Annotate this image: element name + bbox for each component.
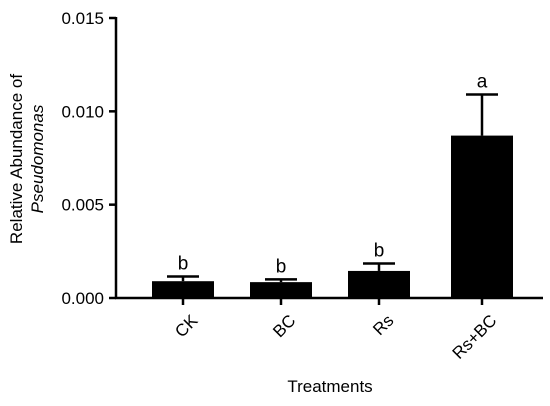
y-axis-title-line1: Relative Abundance of — [7, 74, 26, 244]
y-ticks-layer: 0.000 0.005 0.010 0.015 — [61, 9, 116, 308]
bar-0 — [152, 281, 214, 298]
x-tick-label-3: Rs+BC — [449, 311, 501, 363]
axes-layer — [114, 17, 543, 300]
error-bars-layer — [167, 93, 498, 283]
x-tick-label-0: CK — [171, 311, 202, 342]
significance-label-3: a — [477, 72, 488, 93]
bar-3 — [451, 135, 513, 298]
bars-layer — [152, 135, 513, 298]
bar-2 — [348, 270, 410, 298]
x-ticks-layer: CK BC Rs Rs+BC — [171, 298, 500, 363]
x-axis-title: Treatments — [287, 377, 372, 396]
y-axis-title-line2: Pseudomonas — [28, 104, 47, 213]
significance-layer: b b b a — [178, 72, 488, 278]
x-tick-label-2: Rs — [369, 311, 397, 339]
bar-1 — [250, 282, 312, 298]
y-tick-label-1: 0.005 — [61, 196, 104, 215]
y-tick-label-3: 0.015 — [61, 9, 104, 28]
significance-label-0: b — [178, 254, 189, 275]
y-tick-label-0: 0.000 — [61, 289, 104, 308]
y-tick-label-2: 0.010 — [61, 102, 104, 121]
significance-label-2: b — [374, 240, 385, 261]
significance-label-1: b — [276, 256, 287, 277]
x-tick-label-1: BC — [269, 311, 299, 341]
y-axis-title-group: Relative Abundance of Pseudomonas — [7, 74, 47, 244]
